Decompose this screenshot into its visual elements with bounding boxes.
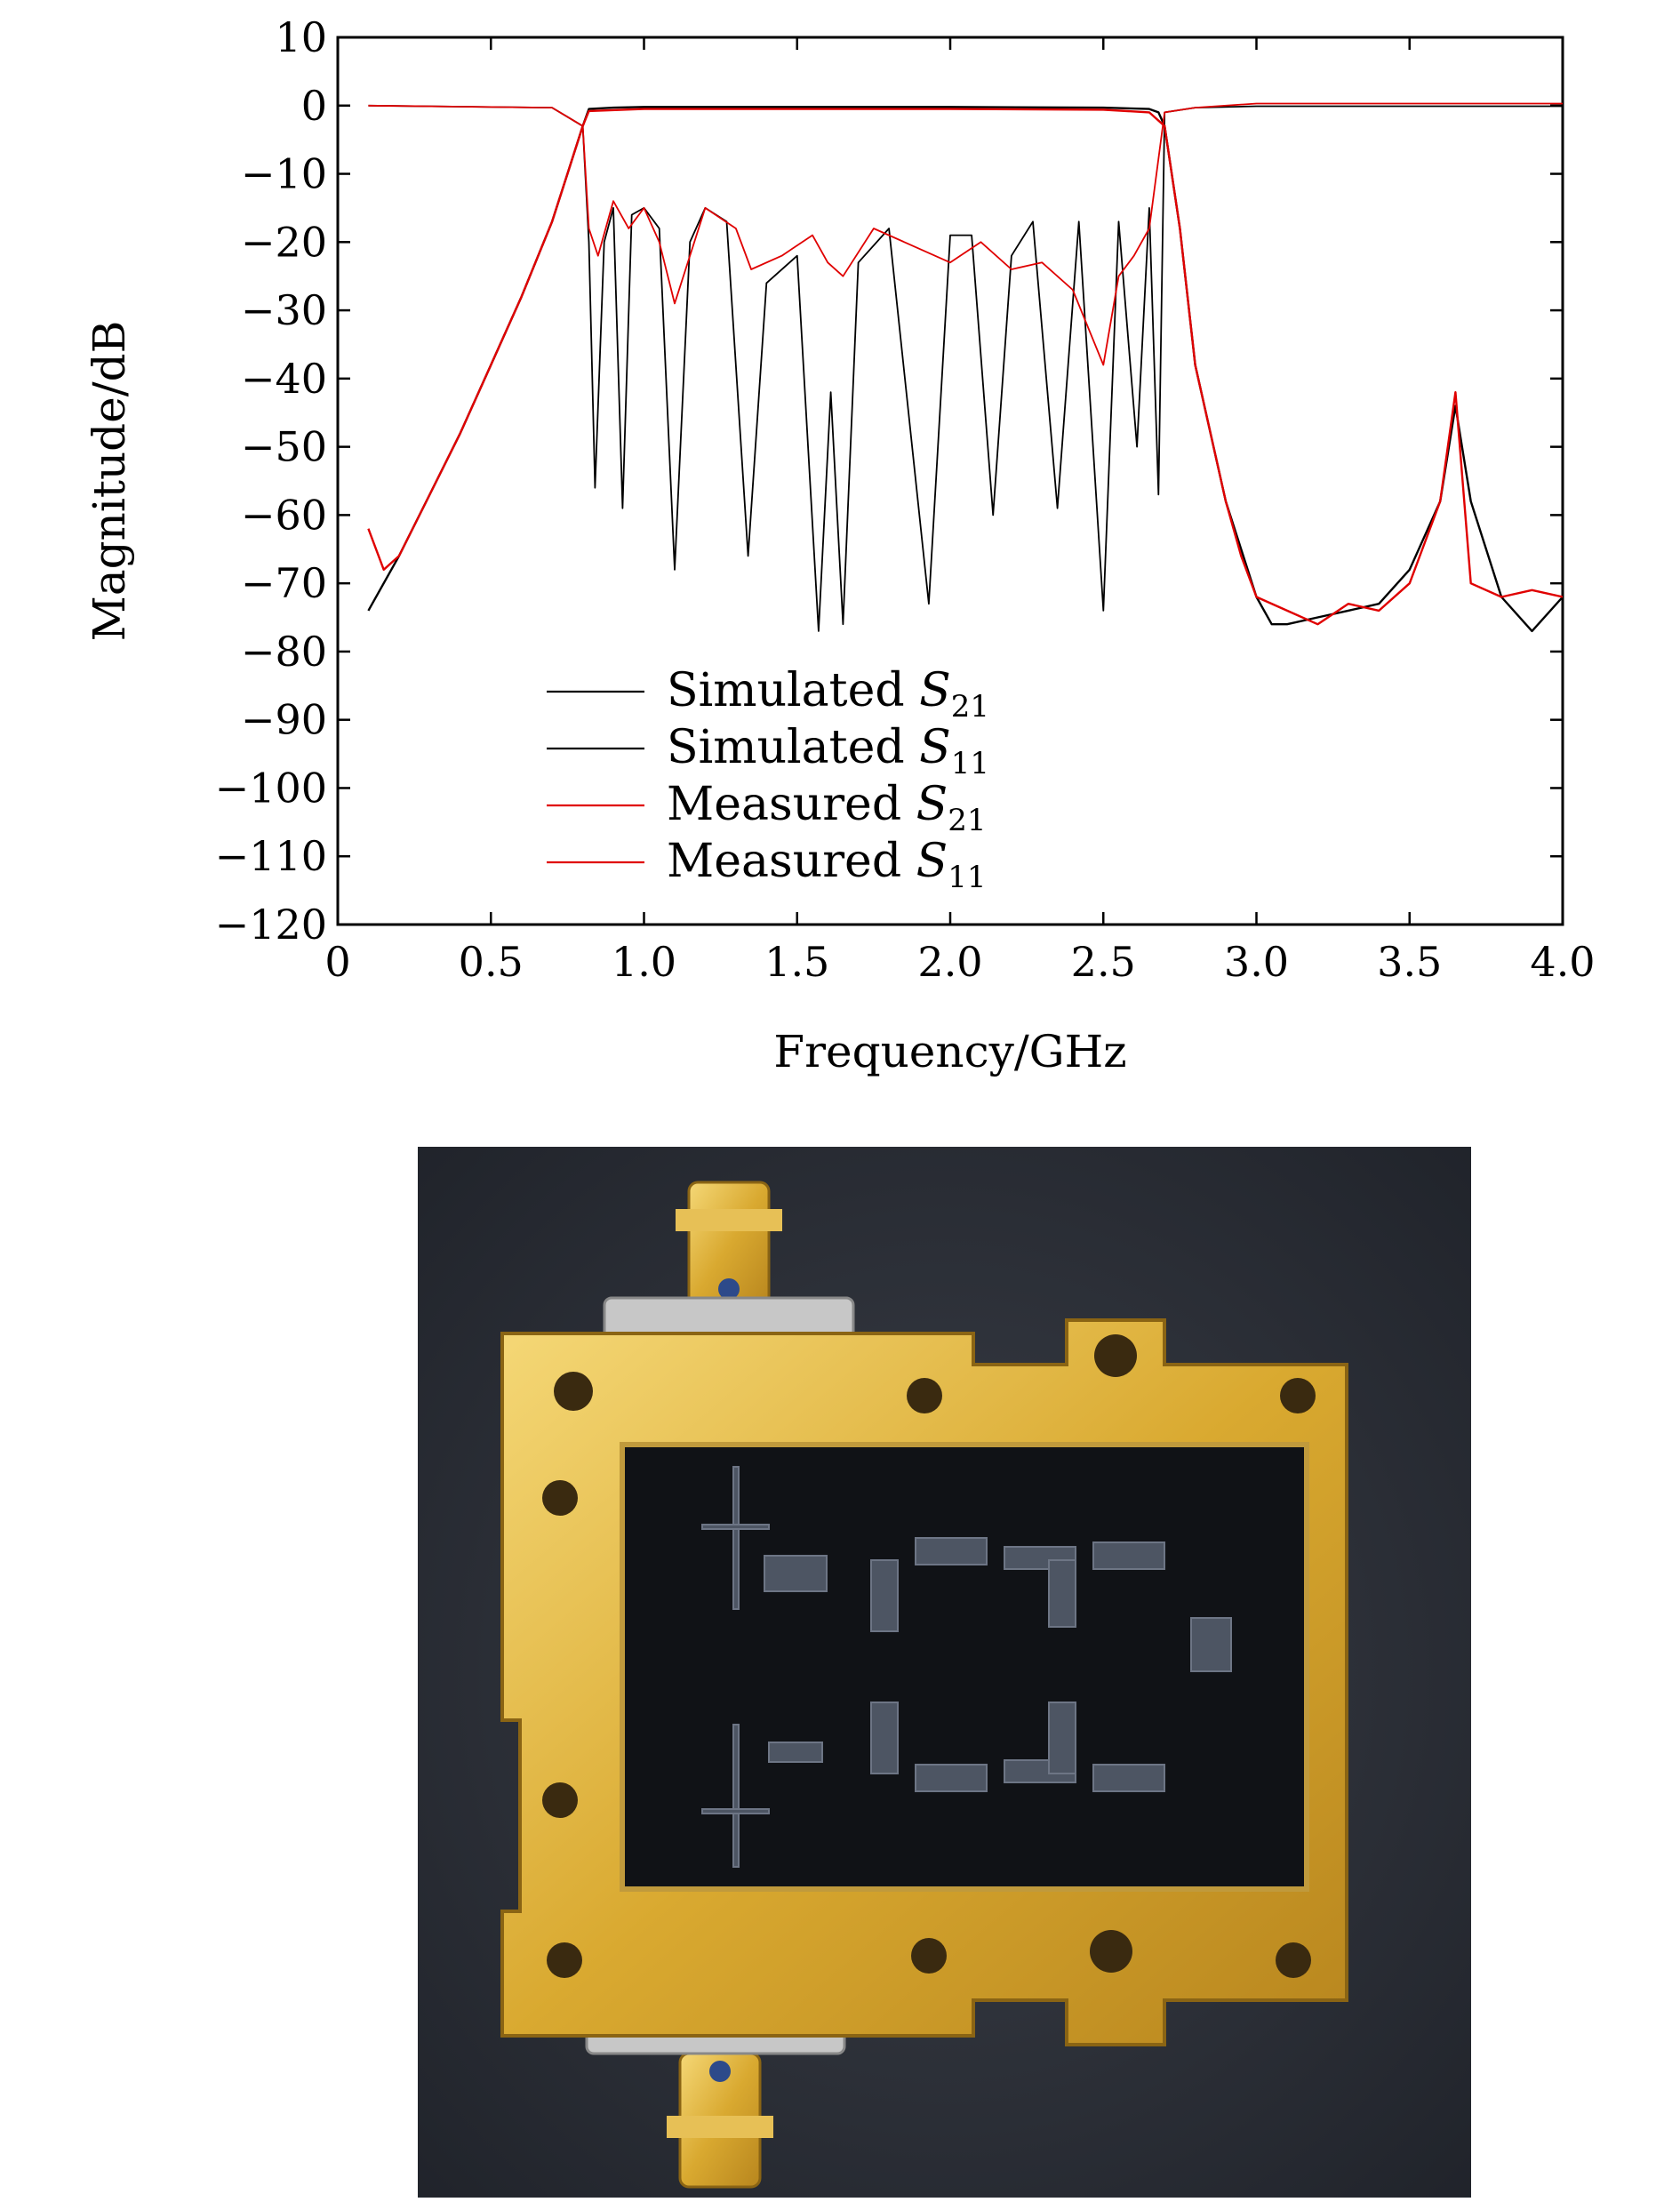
series-line-measured-s21 — [367, 108, 1563, 626]
plot-area: 0 0.5 1.0 1.5 2.0 2.5 3.0 3.5 4.0 10 0 −10 −20 −30 −4… — [215, 13, 1596, 986]
series-line-measured-s11 — [368, 102, 1563, 366]
legend-label-sub: 21 — [948, 803, 986, 838]
x-ticks: 0 0.5 1.0 1.5 2.0 2.5 3.0 3.5 4.0 — [324, 37, 1596, 986]
series-line-simulated-s11 — [368, 104, 1563, 632]
y-tick-label: −60 — [241, 491, 327, 539]
legend-label-var: S — [916, 835, 948, 888]
x-tick-label: 3.0 — [1224, 938, 1289, 986]
y-tick-label: −90 — [241, 696, 327, 744]
legend-label-var: S — [919, 664, 951, 717]
legend-label-sub: 11 — [951, 746, 989, 781]
y-tick-label: −40 — [241, 355, 327, 403]
filter-package-photo — [418, 1147, 1471, 2198]
x-tick-label: 2.0 — [917, 938, 982, 986]
x-tick-label: 3.5 — [1377, 938, 1442, 986]
y-tick-label: 0 — [301, 82, 327, 130]
photo-drawing — [418, 1147, 1471, 2198]
x-tick-label: 2.5 — [1071, 938, 1136, 986]
legend-label-var: S — [916, 778, 948, 831]
y-tick-label: −10 — [241, 150, 327, 198]
legend-label: Measured S11 — [667, 835, 987, 895]
y-tick-label: −50 — [241, 423, 327, 471]
legend-label-text: Simulated — [667, 664, 919, 717]
legend-label-sub: 11 — [948, 860, 986, 895]
plot-frame — [336, 36, 1564, 926]
y-axis-label: Magnitude/dB — [84, 321, 135, 642]
y-tick-label: 10 — [275, 13, 327, 61]
y-tick-label: −80 — [241, 628, 327, 676]
y-tick-label: −70 — [241, 559, 327, 607]
x-axis-label: Frequency/GHz — [773, 1026, 1126, 1077]
y-tick-label: −110 — [215, 832, 327, 880]
legend-label-text: Measured — [667, 835, 916, 888]
legend-label: Simulated S11 — [667, 721, 989, 781]
legend-label: Measured S21 — [667, 778, 987, 838]
x-tick-label: 1.0 — [612, 938, 676, 986]
x-tick-label: 4.0 — [1530, 938, 1595, 986]
microstrip-circuit — [701, 1466, 1232, 1868]
y-tick-label: −30 — [241, 286, 327, 334]
y-tick-label: −120 — [215, 901, 327, 949]
legend-label: Simulated S21 — [667, 664, 989, 725]
series-line-simulated-s21 — [367, 106, 1563, 633]
y-ticks: 10 0 −10 −20 −30 −40 −50 −60 −70 −80 −90 −100 −110 −1… — [215, 13, 1563, 949]
legend-label-sub: 21 — [951, 689, 989, 725]
x-tick-label: 0 — [324, 938, 350, 986]
chart: 0 0.5 1.0 1.5 2.0 2.5 3.0 3.5 4.0 10 0 −10 −20 −30 −4… — [84, 13, 1596, 1077]
y-tick-label: −100 — [215, 764, 327, 812]
legend-label-var: S — [919, 721, 951, 774]
series-layer — [367, 102, 1563, 633]
x-tick-label: 0.5 — [459, 938, 524, 986]
x-tick-label: 1.5 — [764, 938, 829, 986]
y-tick-label: −20 — [241, 218, 327, 266]
legend-label-text: Simulated — [667, 721, 919, 774]
legend-label-text: Measured — [667, 778, 916, 831]
